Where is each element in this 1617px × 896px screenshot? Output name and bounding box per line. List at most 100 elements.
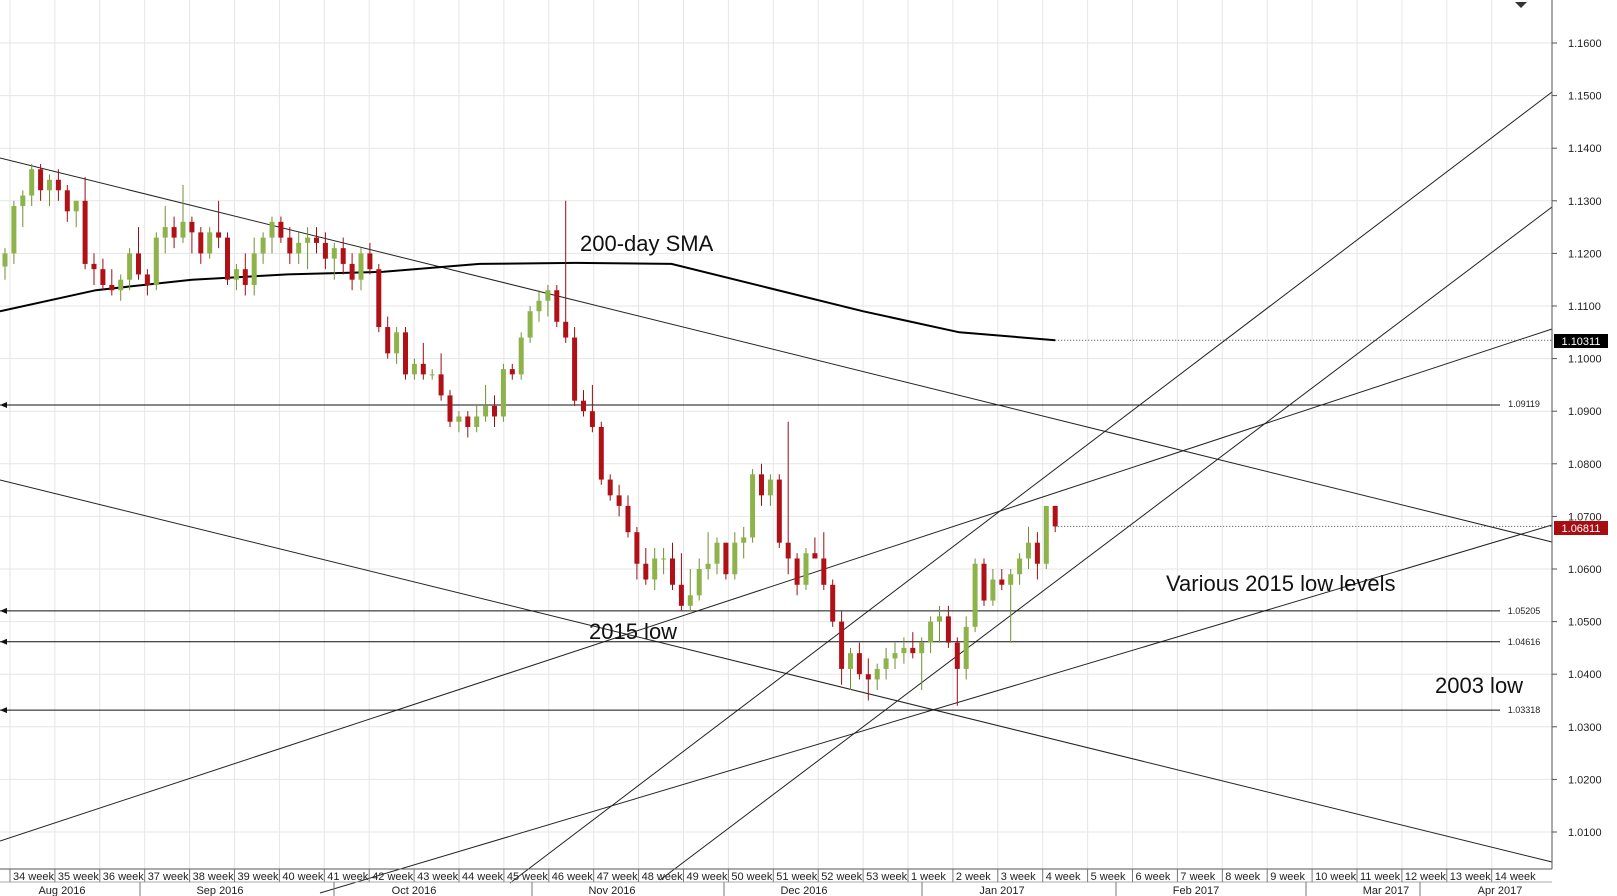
candle-body: [527, 311, 533, 338]
candlestick-layer: [2, 163, 1058, 706]
candle-body: [385, 327, 391, 354]
candle-body: [776, 479, 782, 543]
x-axis-ticks: 34 week 35 week 36 week 37 week 38 week 39 we…: [9, 869, 1536, 896]
level-label-103318: 1.03318: [1508, 705, 1541, 715]
candle-body: [545, 290, 551, 301]
candle-body: [999, 579, 1005, 585]
candle-body: [376, 269, 382, 328]
candle-body: [678, 584, 684, 606]
x-tick-label: 13 week: [1450, 871, 1491, 883]
candle-body: [64, 190, 70, 212]
candle-body: [652, 558, 658, 580]
candle-body: [901, 647, 907, 654]
sma-line: [0, 261, 1056, 342]
trend-line: [659, 206, 1553, 881]
candle-body: [340, 248, 346, 264]
candle-body: [11, 206, 17, 254]
candle-body: [251, 253, 257, 285]
y-tick-label: 1.0800: [1568, 459, 1602, 471]
x-tick-label: 42 week: [372, 871, 413, 883]
x-tick-label: 36 week: [103, 871, 144, 883]
candle-body: [785, 542, 791, 559]
y-tick-label: 1.1600: [1568, 38, 1602, 50]
candle-body: [349, 263, 355, 280]
level-label-105205: 1.05205: [1508, 606, 1541, 616]
x-month-label: Aug 2016: [38, 885, 85, 896]
x-tick-label: 6 week: [1136, 871, 1171, 883]
x-tick-label: 34 week: [13, 871, 54, 883]
x-tick-label: 4 week: [1046, 871, 1081, 883]
candle-body: [1008, 574, 1014, 585]
x-month-label: Jan 2017: [979, 885, 1024, 896]
candle-body: [963, 626, 969, 669]
y-tick-label: 1.0500: [1568, 617, 1602, 629]
candle-body: [625, 505, 631, 533]
y-tick-label: 1.0300: [1568, 722, 1602, 734]
candle-body: [1034, 542, 1040, 564]
sma-value-label: 1.10311: [1562, 336, 1601, 348]
candle-body: [91, 263, 97, 270]
candle-body: [456, 416, 462, 422]
x-month-label: Apr 2017: [1478, 885, 1523, 896]
grid-layer: [0, 0, 1552, 869]
candle-body: [518, 337, 524, 375]
candle-body: [714, 542, 720, 564]
candle-body: [82, 200, 88, 264]
candle-body: [20, 195, 26, 207]
candle-body: [705, 563, 711, 569]
x-tick-label: 35 week: [58, 871, 99, 883]
candle-body: [830, 584, 836, 622]
x-tick-label: 49 week: [687, 871, 728, 883]
y-tick-label: 1.0200: [1568, 774, 1602, 786]
candle-body: [1043, 505, 1049, 564]
candle-body: [296, 242, 302, 254]
x-tick-label: 51 week: [776, 871, 817, 883]
y-tick-label: 1.0600: [1568, 564, 1602, 576]
y-tick-label: 1.1400: [1568, 143, 1602, 155]
candle-body: [554, 290, 560, 322]
candle-body: [287, 237, 293, 254]
candle-body: [162, 227, 168, 238]
candle-body: [803, 553, 809, 585]
x-tick-label: 52 week: [821, 871, 862, 883]
candle-body: [981, 563, 987, 601]
candle-body: [874, 668, 880, 680]
candle-body: [910, 647, 916, 654]
x-tick-label: 14 week: [1495, 871, 1536, 883]
candle-body: [367, 253, 373, 270]
candle-body: [216, 232, 222, 238]
candle-body: [180, 221, 186, 238]
x-tick-label: 11 week: [1360, 871, 1401, 883]
x-tick-label: 48 week: [642, 871, 683, 883]
annotation-200-day-sma: 200-day SMA: [580, 231, 714, 256]
candle-body: [403, 332, 408, 375]
x-month-label: Dec 2016: [780, 885, 827, 896]
candle-body: [331, 248, 337, 259]
candle-body: [429, 374, 435, 376]
candle-body: [260, 237, 266, 254]
x-tick-label: 3 week: [1001, 871, 1036, 883]
candle-body: [581, 400, 586, 412]
candle-body: [848, 653, 853, 669]
candle-body: [73, 200, 79, 212]
candle-body: [100, 269, 106, 285]
candle-body: [1052, 505, 1058, 527]
candle-body: [47, 179, 52, 191]
candle-body: [225, 237, 230, 280]
annotation-various-2015-low-levels: Various 2015 low levels: [1166, 571, 1396, 596]
candle-body: [750, 474, 756, 538]
annotation-2015-low: 2015 low: [589, 619, 677, 644]
candle-body: [634, 532, 640, 564]
candle-body: [500, 369, 506, 417]
chevron-down-icon[interactable]: [1515, 2, 1527, 8]
candle-body: [207, 232, 213, 254]
x-tick-label: 43 week: [417, 871, 458, 883]
candle-body: [821, 558, 827, 585]
x-tick-label: 47 week: [597, 871, 638, 883]
candle-body: [394, 332, 400, 354]
y-tick-label: 1.1500: [1568, 91, 1602, 103]
candle-body: [198, 232, 204, 254]
sma-value-tag: 1.10311: [1554, 334, 1608, 348]
